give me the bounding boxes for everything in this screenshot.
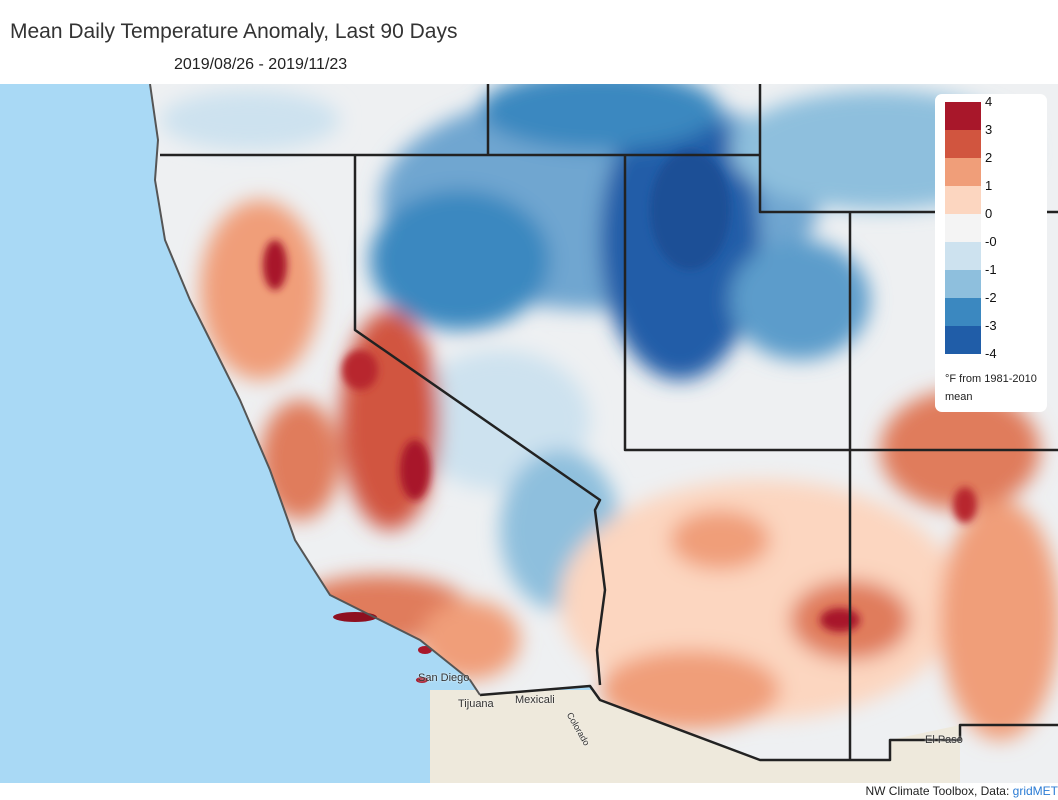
legend-label: -3: [985, 318, 997, 333]
anomaly-layer: [150, 84, 1058, 783]
legend-swatch: [945, 158, 981, 186]
legend-label: -4: [985, 346, 997, 361]
anomaly-map[interactable]: San Diego Tijuana Mexicali Colorado El P…: [0, 84, 1058, 783]
place-tijuana: Tijuana: [458, 698, 494, 710]
legend-label: -2: [985, 290, 997, 305]
gridmet-link[interactable]: gridMET: [1012, 784, 1058, 798]
legend-label: 3: [985, 122, 993, 137]
legend-label: 1: [985, 178, 993, 193]
legend-swatch: [945, 186, 981, 214]
map-canvas[interactable]: [0, 84, 1058, 783]
legend: °F from 1981-2010 mean 4 3 2 1 0 -0 -1 -2 -3 -4: [935, 94, 1047, 412]
place-el-paso: El Paso: [925, 734, 963, 746]
legend-swatch: [945, 130, 981, 158]
islands: [333, 612, 432, 683]
credit-text: NW Climate Toolbox, Data:: [865, 784, 1013, 798]
legend-swatch: [945, 242, 981, 270]
legend-label: 0: [985, 206, 993, 221]
map-title: Mean Daily Temperature Anomaly, Last 90 …: [10, 20, 458, 43]
legend-swatch: [945, 214, 981, 242]
place-san-diego: San Diego: [418, 672, 470, 684]
credit: NW Climate Toolbox, Data: gridMET: [865, 784, 1058, 798]
coastline: [149, 84, 481, 696]
place-mexicali: Mexicali: [515, 694, 555, 706]
date-range: 2019/08/26 - 2019/11/23: [174, 56, 348, 73]
legend-swatch: [945, 326, 981, 354]
legend-label: 4: [985, 94, 993, 109]
legend-units: °F from 1981-2010 mean: [945, 373, 1037, 403]
legend-label: -0: [985, 234, 997, 249]
legend-label: -1: [985, 262, 997, 277]
legend-swatch: [945, 270, 981, 298]
state-borders: [160, 84, 1058, 762]
legend-label: 2: [985, 150, 993, 165]
legend-swatch: [945, 298, 981, 326]
legend-swatch: [945, 102, 981, 130]
